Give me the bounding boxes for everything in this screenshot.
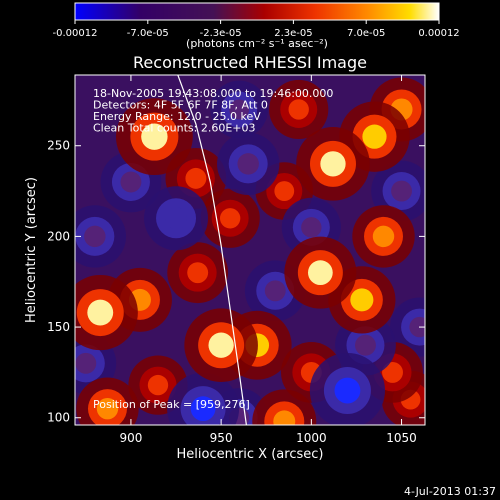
heatmap-blob-core xyxy=(147,374,169,396)
heatmap-blob-core xyxy=(165,207,188,230)
x-axis-label: Heliocentric X (arcsec) xyxy=(177,447,324,462)
x-tick-label: 900 xyxy=(119,431,142,445)
heatmap-blob-core xyxy=(219,208,241,229)
heatmap-blob-core xyxy=(208,332,234,358)
heatmap-blob-core xyxy=(382,361,403,383)
heatmap-blob-core xyxy=(96,397,119,420)
heatmap-blob-core xyxy=(362,124,387,149)
heatmap-blob-core xyxy=(75,352,97,374)
heatmap-blob-core xyxy=(87,299,114,326)
heatmap-blob-core xyxy=(273,410,296,425)
heatmap-blob-core xyxy=(391,180,412,202)
colorbar-tick-label: -7.0e-05 xyxy=(127,28,169,39)
heatmap-blob-core xyxy=(264,280,286,302)
heatmap-blob-core xyxy=(187,262,209,284)
heatmap-image xyxy=(75,77,425,425)
chart-title: Reconstructed RHESSI Image xyxy=(133,53,367,72)
plot-frame xyxy=(74,74,426,426)
heatmap-blob-core xyxy=(84,225,106,248)
heatmap-blob-core xyxy=(120,171,142,193)
heatmap-blob-core xyxy=(409,316,425,338)
heatmap-blob-core xyxy=(350,288,374,312)
heatmap-blob-core xyxy=(301,217,322,238)
y-tick-label: 250 xyxy=(47,139,70,153)
y-tick-label: 200 xyxy=(47,229,70,243)
colorbar-tick-label: -2.3e-05 xyxy=(200,28,242,39)
heatmap-blob-core xyxy=(355,334,376,356)
colorbar-tick-label: 7.0e-05 xyxy=(347,28,385,39)
x-tick-label: 950 xyxy=(210,431,233,445)
x-tick-label: 1000 xyxy=(296,431,327,445)
generation-timestamp: 4-Jul-2013 01:37 xyxy=(404,485,496,498)
heatmap-blob-core xyxy=(274,181,295,201)
info-line: Energy Range: 12.0 - 25.0 keV xyxy=(93,110,261,123)
y-axis-ticks: 100 150 200 250 xyxy=(47,139,425,425)
heatmap-blob-core xyxy=(237,153,259,175)
colorbar-tick-label: -0.00012 xyxy=(53,28,98,39)
x-tick-label: 1050 xyxy=(386,431,417,445)
colorbar-tick-label: 0.00012 xyxy=(418,28,459,39)
y-axis-label: Heliocentric Y (arcsec) xyxy=(24,177,39,323)
x-axis-ticks: 900 950 1000 1050 xyxy=(119,75,417,445)
info-line: Detectors: 4F 5F 6F 7F 8F, Att 0 xyxy=(93,99,268,112)
info-line: 18-Nov-2005 19:43:08.000 to 19:46:00.000 xyxy=(93,87,333,100)
peak-position-label: Position of Peak = [959,276] xyxy=(93,398,250,411)
heatmap-blob-core xyxy=(334,377,361,404)
y-tick-label: 150 xyxy=(47,320,70,334)
heatmap-blob-core xyxy=(141,123,168,150)
heatmap-blob-core xyxy=(320,151,346,177)
heatmap-blob-core xyxy=(229,99,250,120)
heatmap-blob-core xyxy=(288,99,309,120)
info-line: Clean Total counts: 2.60E+03 xyxy=(93,122,256,135)
solar-limb-curve xyxy=(177,75,247,425)
colorbar-unit-label: (photons cm⁻² s⁻¹ asec⁻²) xyxy=(186,37,328,50)
colorbar-tick-label: 2.3e-05 xyxy=(274,28,312,39)
colorbar-ticks: -0.00012 -7.0e-05 -2.3e-05 2.3e-05 7.0e-05 0.… xyxy=(53,20,460,39)
y-tick-label: 100 xyxy=(47,411,70,425)
heatmap-blob-core xyxy=(190,396,216,422)
observation-info: 18-Nov-2005 19:43:08.000 to 19:46:00.000… xyxy=(93,87,333,135)
heatmap-blob-core xyxy=(185,167,207,189)
colorbar xyxy=(74,2,440,21)
heatmap-blob-core xyxy=(307,260,333,286)
heatmap-blob-core xyxy=(372,225,395,248)
